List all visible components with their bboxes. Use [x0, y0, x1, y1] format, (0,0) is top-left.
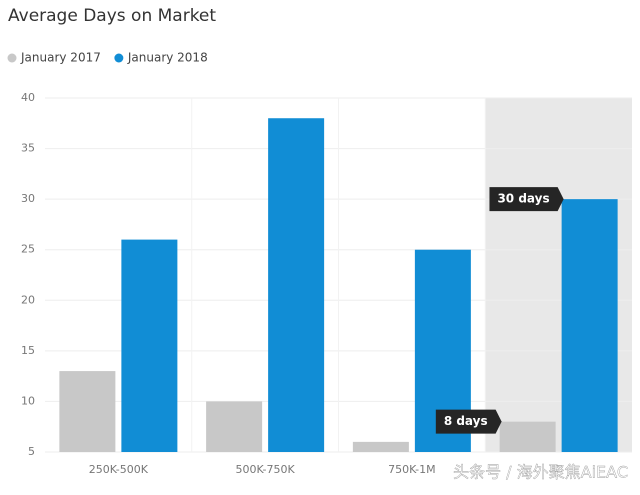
- bar: [206, 401, 263, 452]
- legend-marker: [114, 53, 124, 63]
- bar: [499, 421, 556, 452]
- bar: [121, 239, 178, 452]
- value-label: 30 days: [497, 192, 549, 206]
- bar: [268, 118, 325, 452]
- legend-label: January 2017: [20, 51, 101, 65]
- tooltip-box: [489, 187, 564, 212]
- y-tick-label: 10: [21, 394, 35, 407]
- y-tick-label: 25: [21, 243, 35, 256]
- x-tick-label: 250K-500K: [89, 463, 149, 476]
- y-tick-label: 30: [21, 192, 35, 205]
- value-label: 8 days: [444, 414, 488, 428]
- watermark: 头条号 / 海外聚焦AiEAC: [453, 463, 628, 482]
- x-tick-label: 500K-750K: [236, 463, 296, 476]
- y-tick-label: 15: [21, 344, 35, 357]
- x-tick-label: 750K-1M: [388, 463, 436, 476]
- bar: [352, 441, 409, 452]
- y-tick-label: 40: [21, 91, 35, 104]
- legend-label: January 2018: [127, 51, 208, 65]
- bar: [59, 371, 116, 452]
- y-tick-label: 35: [21, 142, 35, 155]
- legend-marker: [7, 53, 17, 63]
- chart-title: Average Days on Market: [8, 6, 216, 26]
- y-tick-label: 5: [28, 445, 35, 458]
- y-tick-label: 20: [21, 293, 35, 306]
- tooltip: 8 days: [435, 409, 502, 434]
- tooltip: 30 days: [489, 187, 564, 212]
- bar: [561, 199, 618, 452]
- tooltip-box: [435, 409, 502, 434]
